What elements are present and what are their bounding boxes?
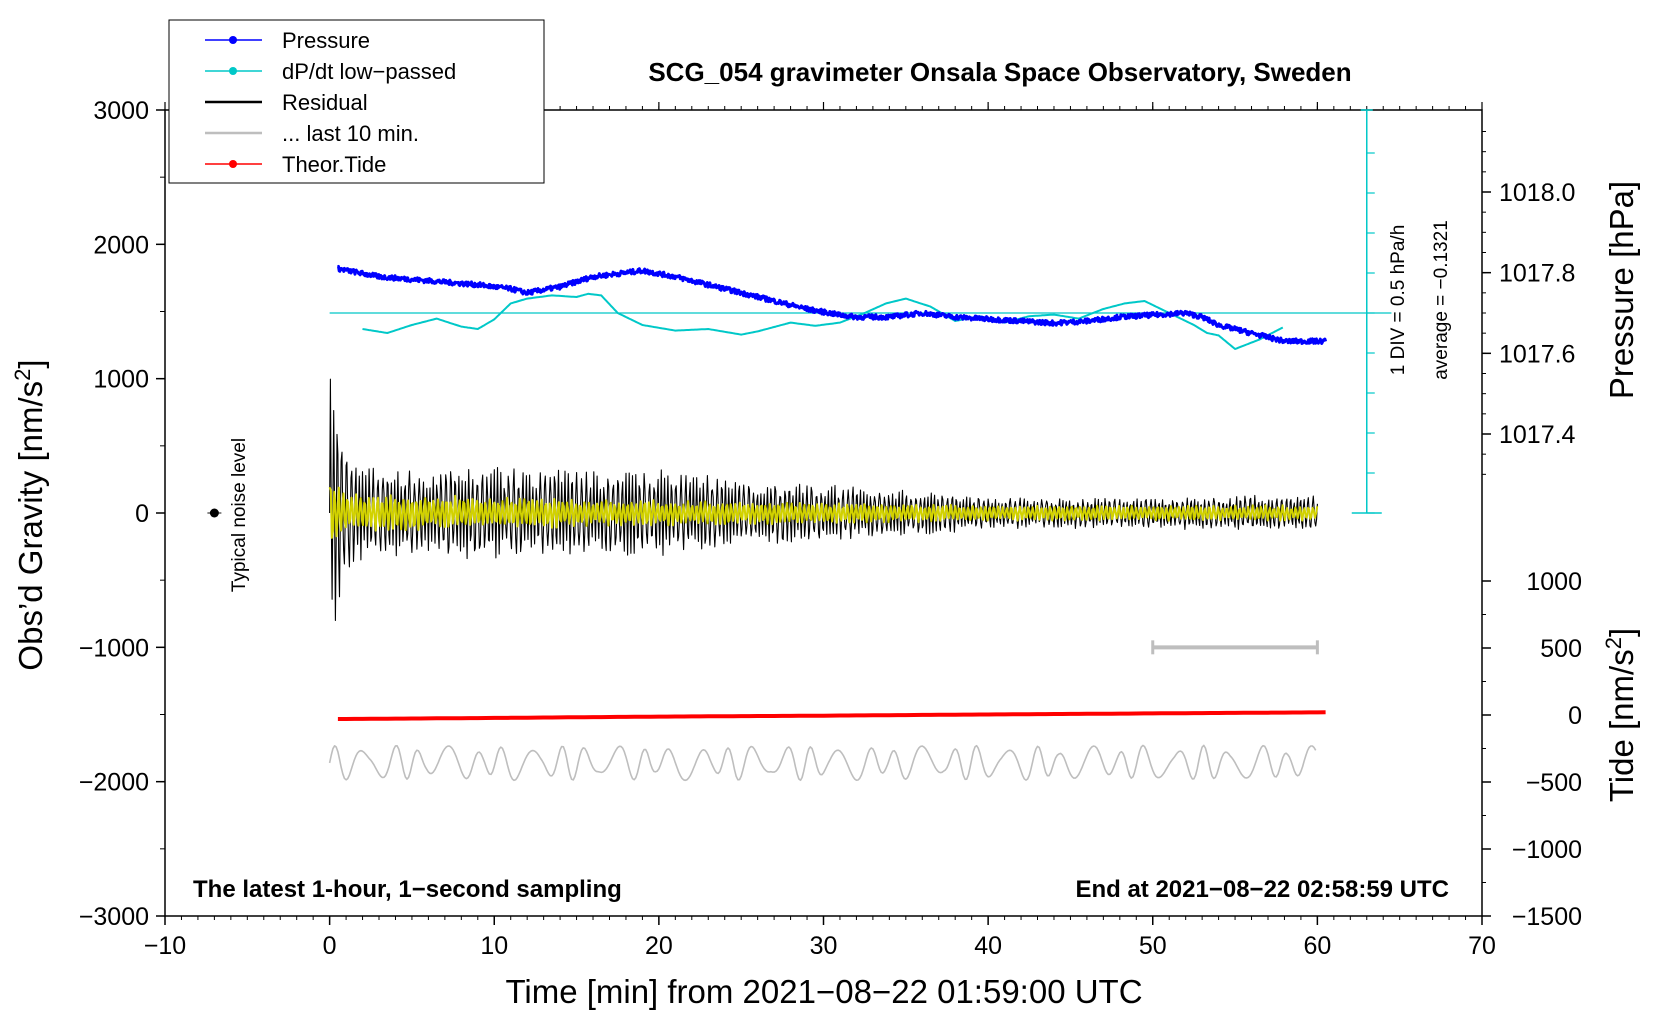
series-dpdt [362, 292, 1284, 350]
x-tick-label: 40 [974, 932, 1002, 960]
x-axis-title: Time [min] from 2021−08−22 01:59:00 UTC [505, 973, 1142, 1010]
dpdt-average-label: average = −0.1321 [1431, 220, 1452, 380]
dpdt-scale-label: 1 DIV = 0.5 hPa/h [1388, 225, 1409, 376]
tide-tick-label: −1500 [1512, 903, 1582, 931]
series-pressure [336, 265, 1328, 345]
legend-marker [229, 36, 237, 44]
legend-label: Residual [282, 90, 368, 115]
y-left-tick-label: 1000 [93, 366, 149, 394]
x-tick-label: 50 [1139, 932, 1167, 960]
tide-title-close: ] [1603, 628, 1640, 637]
note-left: The latest 1-hour, 1−second sampling [193, 876, 622, 903]
axis-ticks: −10 0 10 20 30 40 50 60 70 −3000 −2000 −1000 0 1000 20… [79, 97, 1582, 960]
y-left-tick-label: 3000 [93, 97, 149, 125]
noise-level-label: Typical noise level [229, 438, 250, 592]
tide-tick-label: 500 [1540, 635, 1582, 663]
y-left-title-sup: 2 [10, 369, 35, 381]
tide-tick-label: 0 [1568, 702, 1582, 730]
x-tick-label: 10 [480, 932, 508, 960]
y-left-tick-label: −1000 [79, 634, 149, 662]
y-left-tick-label: 2000 [93, 231, 149, 259]
x-tick-label: 0 [323, 932, 337, 960]
legend-label: dP/dt low−passed [282, 59, 456, 84]
tide-tick-label: 1000 [1526, 568, 1582, 596]
series-last-10-min [328, 744, 1317, 782]
x-tick-label: −10 [144, 932, 186, 960]
pressure-tick-label: 1017.6 [1499, 340, 1575, 368]
y-axis-title-pressure: Pressure [hPa] [1603, 181, 1640, 399]
y-left-tick-label: −2000 [79, 769, 149, 797]
tide-tick-label: −500 [1526, 769, 1582, 797]
note-right: End at 2021−08−22 02:58:59 UTC [1075, 876, 1449, 903]
tide-title-sup: 2 [1601, 637, 1626, 649]
series-theoretical-tide [337, 710, 1326, 721]
x-tick-label: 30 [810, 932, 838, 960]
chart-title: SCG_054 gravimeter Onsala Space Observat… [648, 57, 1351, 87]
pressure-tick-label: 1017.4 [1499, 421, 1576, 449]
y-left-tick-label: −3000 [79, 903, 149, 931]
legend-marker [229, 67, 237, 75]
noise-point [209, 508, 219, 518]
series-residual-lowpassed [328, 486, 1319, 539]
pressure-tick-label: 1018.0 [1499, 179, 1575, 207]
legend-label: Theor.Tide [282, 152, 386, 177]
pressure-tick-label: 1017.8 [1499, 260, 1575, 288]
y-axis-title-tide: Tide [nm/s2] [1601, 628, 1640, 802]
series-residual [329, 378, 1318, 622]
legend: Pressure dP/dt low−passed Residual ... last… [168, 19, 545, 184]
y-left-tick-label: 0 [135, 500, 149, 528]
x-tick-label: 20 [645, 932, 673, 960]
legend-label: Pressure [282, 28, 370, 53]
x-tick-label: 60 [1303, 932, 1331, 960]
series-layer [207, 109, 1392, 782]
legend-label: ... last 10 min. [282, 121, 419, 146]
legend-marker [229, 160, 237, 168]
tide-title-main: Tide [nm/s [1603, 649, 1640, 802]
x-tick-label: 70 [1468, 932, 1496, 960]
y-left-title-main: Obs’d Gravity [nm/s [12, 381, 49, 671]
y-axis-title-left: Obs’d Gravity [nm/s2] [10, 359, 49, 670]
tide-tick-label: −1000 [1512, 836, 1582, 864]
y-left-title-close: ] [12, 359, 49, 368]
